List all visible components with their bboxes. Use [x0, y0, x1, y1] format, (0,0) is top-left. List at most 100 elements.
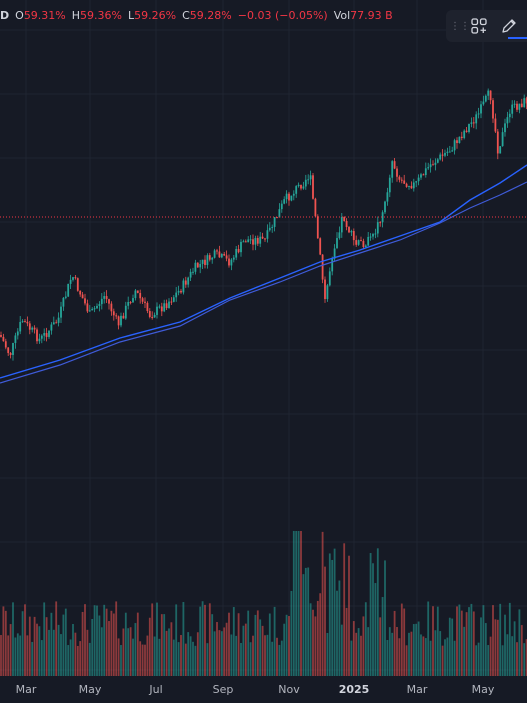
candle-body	[396, 168, 398, 177]
candle-body	[242, 241, 245, 243]
volume-bar	[328, 553, 331, 676]
candle-body	[324, 279, 326, 300]
candle-body	[91, 308, 94, 311]
low-value: 59.26%	[134, 8, 177, 22]
candle-body	[252, 239, 254, 245]
candle-body	[93, 308, 96, 310]
volume-bar	[487, 645, 490, 676]
volume-bar	[50, 612, 53, 676]
volume-bar	[230, 634, 233, 676]
candle-body	[340, 216, 343, 233]
candle-body	[297, 184, 300, 187]
candle-body	[453, 140, 456, 151]
candle-body	[412, 182, 415, 189]
candle-body	[379, 222, 382, 224]
draw-button[interactable]	[494, 12, 524, 40]
x-tick-label: May	[78, 683, 102, 696]
volume-bar	[465, 612, 468, 676]
candle-body	[444, 152, 446, 156]
candle-body	[321, 254, 324, 280]
volume-bar	[513, 621, 516, 676]
candle-body	[259, 236, 262, 244]
volume-bar	[408, 632, 410, 676]
volume-bar	[285, 614, 288, 676]
volume-bar	[388, 627, 391, 676]
candle-body	[62, 297, 65, 307]
volume-bar	[151, 603, 154, 676]
candle-body	[103, 296, 106, 299]
candle-body	[144, 301, 146, 303]
volume-bar	[456, 606, 458, 676]
volume-bar	[52, 629, 55, 676]
candle-body	[139, 292, 142, 299]
volume-bar	[156, 602, 158, 676]
volume-bar	[300, 531, 302, 676]
candle-body	[45, 333, 48, 337]
grip-dots-icon[interactable]: ⋮⋮	[450, 20, 470, 32]
volume-bar	[338, 580, 341, 676]
volume-bar	[189, 636, 192, 676]
open-value: 59.31%	[23, 8, 66, 22]
candle-body	[31, 327, 34, 330]
candlesticks	[0, 88, 527, 361]
volume-bar	[2, 606, 5, 676]
volume-bar	[386, 639, 389, 676]
volume-bar	[201, 601, 204, 676]
time-axis[interactable]: Mar May Jul Sep Nov 2025 Mar May	[0, 676, 527, 703]
volume-bar	[511, 636, 514, 676]
candle-body	[220, 253, 223, 258]
volume-bar	[160, 614, 163, 676]
volume-bar	[182, 602, 185, 676]
candle-body	[134, 290, 137, 299]
volume-bar	[105, 608, 108, 676]
volume-bar	[295, 531, 298, 676]
candle-body	[60, 306, 62, 318]
volume-bar	[362, 616, 365, 676]
low-label: L	[128, 8, 135, 22]
volume-bar	[463, 626, 466, 676]
candle-body	[12, 343, 14, 355]
volume-bar	[103, 604, 106, 676]
volume-bar	[146, 635, 149, 676]
volume-bar	[458, 604, 461, 676]
candle-body	[213, 250, 216, 258]
volume-bar	[357, 628, 360, 676]
layout-grid-button[interactable]	[464, 12, 494, 40]
moving-average-line	[0, 164, 527, 379]
candle-body	[391, 161, 394, 178]
candle-body	[520, 103, 523, 108]
volume-bar	[391, 632, 394, 676]
candle-body	[271, 226, 274, 228]
change-value: −0.03 (−0.05%)	[237, 8, 328, 22]
candle-body	[456, 140, 458, 144]
candle-body	[364, 245, 367, 247]
candle-body	[362, 240, 365, 247]
candle-body	[405, 183, 408, 187]
candle-body	[163, 303, 166, 312]
candle-body	[422, 174, 425, 176]
candle-body	[494, 118, 497, 132]
candle-body	[256, 238, 259, 244]
volume-bar	[220, 631, 223, 676]
candle-body	[319, 238, 322, 255]
volume-bar	[235, 635, 238, 676]
volume-bar	[324, 566, 326, 676]
candle-body	[122, 315, 125, 319]
candle-body	[223, 253, 226, 256]
candle-body	[36, 329, 38, 342]
volume-bar	[194, 645, 197, 676]
volume-bar	[21, 611, 24, 676]
volume-bar	[422, 636, 425, 676]
volume-bar	[345, 607, 348, 676]
candle-body	[105, 296, 108, 300]
candle-body	[513, 103, 516, 105]
candle-body	[247, 239, 250, 243]
volume-bar	[268, 613, 271, 676]
volume-bar	[516, 642, 518, 676]
volume-bar	[184, 643, 187, 676]
volume-bar	[177, 642, 180, 676]
volume-bar	[252, 635, 254, 676]
candle-body	[148, 311, 151, 317]
candle-body	[26, 321, 29, 324]
